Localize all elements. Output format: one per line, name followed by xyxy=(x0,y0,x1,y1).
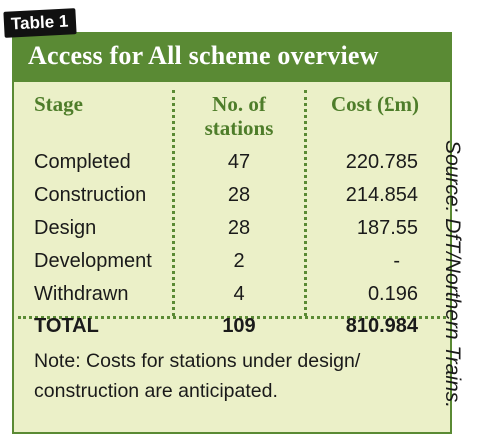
stage-cell: Design xyxy=(34,217,97,239)
stage-cell: Construction xyxy=(34,184,147,206)
source-credit: Source: DfT/Northern Trains. xyxy=(441,140,464,409)
stage-cell: Withdrawn xyxy=(34,283,129,305)
cost-cell: 214.854 xyxy=(345,184,418,206)
header-stations-line2: stations xyxy=(204,116,274,140)
table-panel: Access for All scheme overview Stage No.… xyxy=(12,32,452,434)
header-stage: Stage xyxy=(34,92,83,116)
header-stations: No. of stations xyxy=(174,92,304,140)
column-divider-1 xyxy=(172,90,175,316)
header-cost: Cost (£m) xyxy=(330,92,420,116)
table-note: Note: Costs for stations under design/ c… xyxy=(34,350,361,402)
stations-cell: 28 xyxy=(227,184,251,206)
header-stations-line1: No. of xyxy=(212,92,266,116)
stations-cell: 47 xyxy=(227,151,251,173)
stage-cell: Development xyxy=(34,250,152,272)
title-bar: Access for All scheme overview xyxy=(14,34,450,82)
cost-cell: 220.785 xyxy=(345,151,418,173)
cost-cell: - xyxy=(393,250,400,272)
cost-cell: 0.196 xyxy=(367,283,418,305)
total-cost: 810.984 xyxy=(345,315,418,337)
stage-cell: Completed xyxy=(34,151,131,173)
total-stations: 109 xyxy=(222,315,256,337)
table-title: Access for All scheme overview xyxy=(28,41,379,70)
cost-cell: 187.55 xyxy=(356,217,418,239)
stations-cell: 28 xyxy=(227,217,251,239)
stations-cell: 2 xyxy=(233,250,245,272)
column-divider-2 xyxy=(304,90,307,316)
table-number-tag: Table 1 xyxy=(3,8,77,38)
total-label: TOTAL xyxy=(34,315,99,337)
stations-cell: 4 xyxy=(233,283,245,305)
bottom-separator xyxy=(18,316,446,319)
